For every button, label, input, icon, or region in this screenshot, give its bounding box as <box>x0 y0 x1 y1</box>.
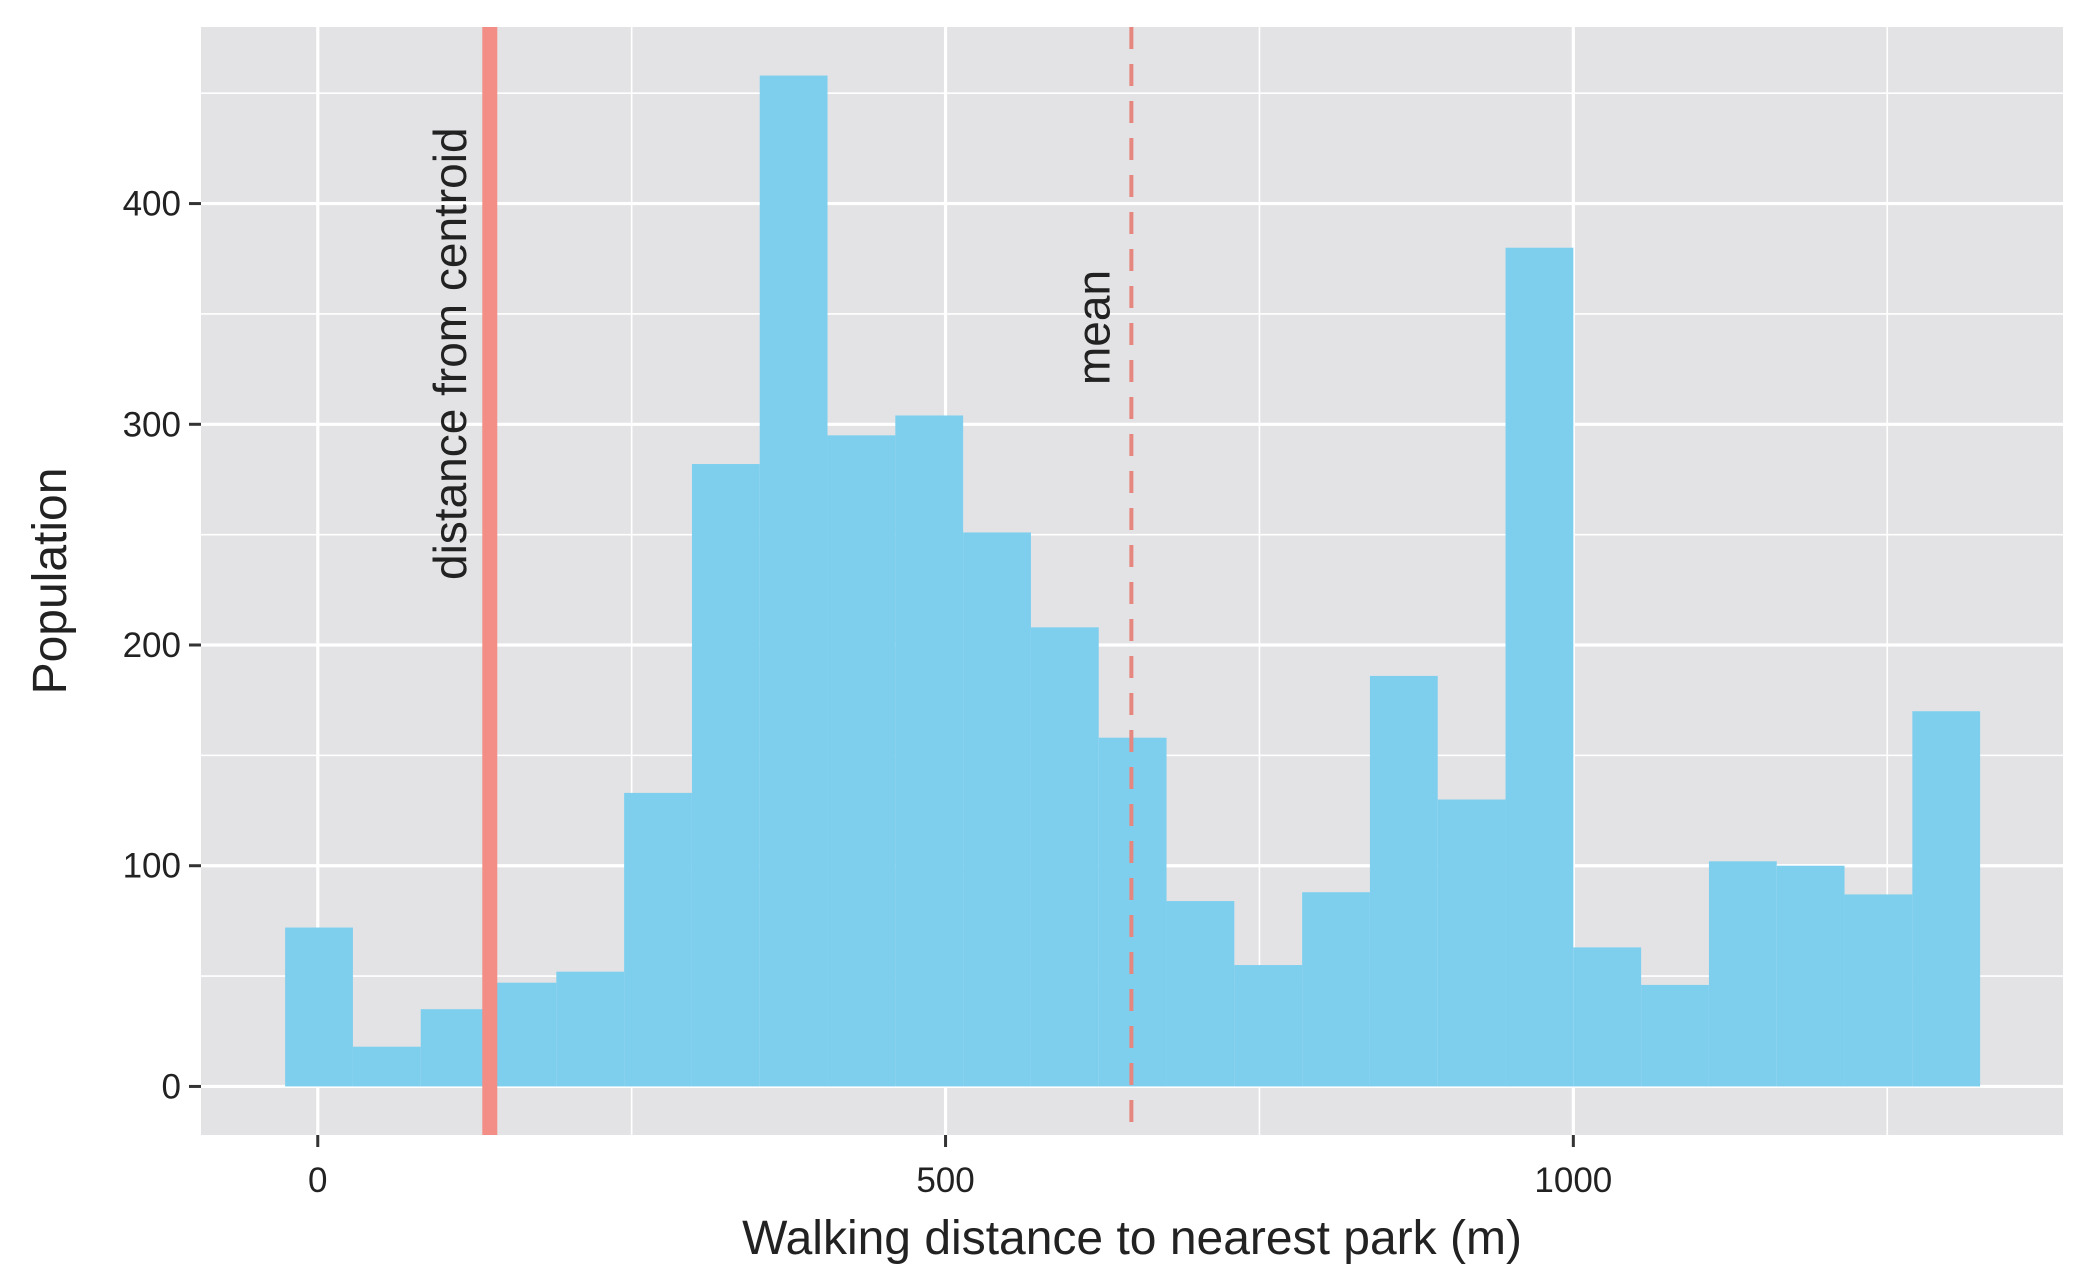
histogram-bar <box>1573 947 1642 1087</box>
histogram-bar <box>1844 894 1913 1087</box>
histogram-bar <box>1302 892 1370 1087</box>
histogram-bar <box>352 1046 421 1087</box>
reference-lines: distance from centroid mean <box>424 27 1134 1135</box>
y-axis-title: Population <box>24 468 77 695</box>
y-tick-label: 300 <box>123 405 181 444</box>
histogram-bar <box>1369 675 1438 1087</box>
histogram-bar <box>1437 799 1506 1087</box>
histogram-bar <box>1708 861 1777 1087</box>
tick-labels: 0 500 1000 0 100 200 300 400 <box>123 185 1613 1200</box>
histogram-bar <box>1166 901 1235 1087</box>
histogram-bar <box>624 792 692 1087</box>
y-tick-label: 0 <box>162 1067 181 1106</box>
histogram-bar <box>1234 965 1303 1087</box>
histogram-bar <box>556 971 625 1087</box>
histogram-bar <box>1776 865 1845 1087</box>
distance-from-centroid-line-label: distance from centroid <box>424 127 476 580</box>
histogram-bar <box>759 75 828 1087</box>
mean-line-label: mean <box>1067 270 1119 385</box>
histogram-bar <box>827 435 896 1087</box>
y-tick-label: 100 <box>123 847 181 886</box>
histogram-bar <box>285 927 353 1087</box>
x-axis-title: Walking distance to nearest park (m) <box>742 1212 1522 1265</box>
histogram-bar <box>1505 247 1574 1087</box>
x-tick-label: 500 <box>916 1161 974 1200</box>
y-tick-label: 200 <box>123 626 181 665</box>
histogram-bar <box>691 464 760 1087</box>
x-tick-label: 1000 <box>1534 1161 1612 1200</box>
histogram-bar <box>488 982 557 1087</box>
histogram-bars <box>285 75 1981 1087</box>
histogram-bar <box>1641 984 1709 1087</box>
y-tick-label: 400 <box>123 185 181 224</box>
histogram-bar <box>1912 711 1981 1087</box>
histogram-bar <box>963 532 1031 1087</box>
histogram-bar <box>420 1009 489 1087</box>
x-tick-label: 0 <box>308 1161 327 1200</box>
histogram-bar <box>1030 627 1099 1087</box>
histogram-bar <box>895 415 964 1087</box>
axis-ticks <box>189 202 1575 1147</box>
